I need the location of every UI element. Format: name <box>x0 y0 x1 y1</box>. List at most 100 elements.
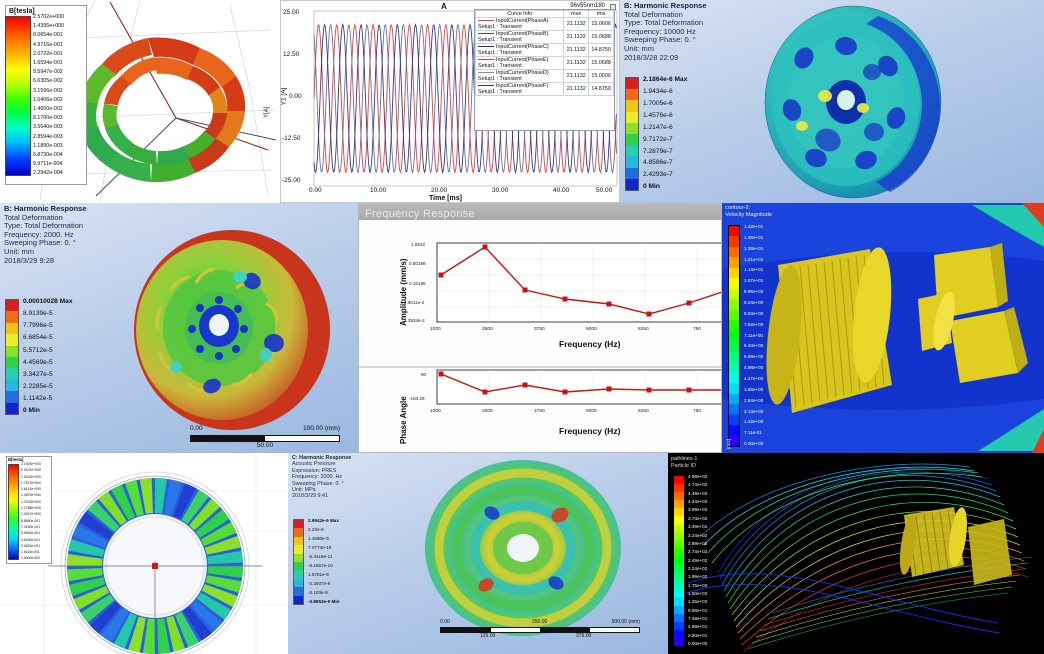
curve-max: 21.1132 <box>563 17 590 31</box>
acoustic-header: C: Harmonic Response Acoustic Pressure E… <box>288 453 668 500</box>
stator-value-1: 2.0474e+000 <box>21 468 41 473</box>
y-tick-1: 12.50 <box>283 51 300 58</box>
magnetic-value-13: 2.8594e-003 <box>33 133 63 140</box>
svg-text:1.3934e-2: 1.3934e-2 <box>404 318 425 323</box>
color-band-8 <box>294 587 303 596</box>
curve-name: InputCurrent(PhaseF) <box>496 83 549 89</box>
harmonic-10000-value-0: 2.1864e-6 Max <box>643 76 688 83</box>
stator-tooth <box>195 509 230 538</box>
pathlines-value-11: 2.24e+02 <box>688 565 708 571</box>
acoustic-line-4: Unit: MPa <box>292 487 316 494</box>
velocity-value-17: 2.13e+00 <box>744 408 764 414</box>
curve-name: InputCurrent(PhaseA) <box>496 18 549 24</box>
color-band-12 <box>674 573 684 582</box>
harmonic-10000-line-5: 2018/3/28 22:09 <box>624 52 679 62</box>
velocity-value-7: 9.24e+00 <box>744 300 764 306</box>
x-tick-1: 10.00 <box>370 187 387 194</box>
frequency-response-title: Frequency Response <box>365 208 475 220</box>
curve-setup: Setup1 : Transient <box>478 76 522 82</box>
pathlines-value-20: 0.00e+00 <box>688 641 708 647</box>
curve-max: 21.1132 <box>563 69 590 83</box>
curve-name: InputCurrent(PhaseB) <box>496 31 549 37</box>
acoustic-value-5: -8.1657e-10 <box>308 563 333 569</box>
color-band-10 <box>729 330 739 342</box>
scale-mid: 50.00 <box>256 442 274 449</box>
acoustic-value-8: -3.103e-9 <box>308 590 328 596</box>
magnetic-value-15: 6.8730e-004 <box>33 152 63 159</box>
harmonic-2000-colorbar <box>5 299 19 415</box>
panel-harmonic-response-2000hz: B: Harmonic Response Total Deformation T… <box>0 203 358 453</box>
color-band-16 <box>674 605 684 614</box>
pathlines-value-6: 3.49e+02 <box>688 524 708 530</box>
color-band-4 <box>294 553 303 563</box>
panel-pathlines-particle-id: pathlines-1 Particle ID 4.99e+02 4.74e+02… <box>668 453 1044 654</box>
magnetic-colorbar <box>5 16 31 176</box>
y-tick-3: -12.50 <box>282 135 301 142</box>
stator-colorbar <box>8 464 19 560</box>
acoustic-colorbar <box>293 519 304 605</box>
harmonic-10000-value-3: 1.4576e-6 <box>643 111 673 119</box>
color-band-5 <box>6 357 18 369</box>
pathlines-value-4: 3.99e+02 <box>688 507 708 513</box>
magnetic-value-3: 4.9716e-001 <box>33 41 63 48</box>
pathlines-value-16: 9.98e+01 <box>688 607 708 613</box>
curve-row: InputCurrent(PhaseD) Setup1 : Transient 21… <box>474 69 614 83</box>
curve-rms: 15.0688 <box>588 30 614 44</box>
acoustic-line-1: Expression: PRES <box>292 467 337 474</box>
stator-tooth <box>139 478 153 514</box>
harmonic-2000-value-3: 6.6854e-5 <box>23 334 53 342</box>
velocity-value-18: 1.42e+00 <box>744 419 764 425</box>
color-band-8 <box>674 540 684 549</box>
harmonic-2000-value-9: 0 Min <box>23 407 40 415</box>
stator-legend-values: 2.1925e+000 2.0474e+000 1.9023e+000 1.7572e… <box>21 462 41 561</box>
harmonic-10000-colorbar <box>625 77 639 191</box>
color-band-4 <box>729 267 739 279</box>
stator-tooth <box>204 535 242 555</box>
harmonic-2000-line-4: Unit: mm <box>4 246 34 256</box>
velocity-value-3: 1.21e+01 <box>744 256 764 262</box>
stator-tooth <box>78 512 114 540</box>
svg-text:90: 90 <box>421 372 427 377</box>
svg-text:0.50198: 0.50198 <box>409 261 426 266</box>
pathlines-value-14: 1.50e+02 <box>688 591 708 597</box>
velocity-value-12: 5.69e+00 <box>744 354 764 360</box>
svg-text:Y[A]: Y[A] <box>264 106 270 118</box>
stator-tooth <box>200 522 237 546</box>
color-band-15 <box>674 597 684 606</box>
plot-document-name: 96v55nm180 <box>570 3 605 9</box>
x-tick-5: 50.00 <box>596 187 613 194</box>
stator-value-8: 1.0317e+000 <box>21 512 41 517</box>
svg-text:6250: 6250 <box>638 326 649 332</box>
stator-value-3: 1.7572e+000 <box>21 480 41 485</box>
acoustic-scale-q3: 375.00 <box>576 633 592 639</box>
harmonic-10000-line-2: Frequency: 10000 Hz <box>624 26 696 36</box>
panel-transient-current-plot: A 96v55nm180 25.00 12.50 0.00 -12.50 -25… <box>280 0 620 203</box>
stator-tooth <box>164 479 182 516</box>
curve-rms: 15.0688 <box>588 56 614 70</box>
svg-text:3750: 3750 <box>534 408 545 414</box>
rotor-deformation-2000-graphic <box>134 230 330 430</box>
curve-name-cell: InputCurrent(PhaseB) Setup1 : Transient <box>474 30 565 44</box>
color-band-7 <box>626 156 638 168</box>
acoustic-line-2: Frequency: 2000. Hz <box>292 474 343 481</box>
color-band-6 <box>294 570 303 579</box>
stator-tooth <box>68 539 105 557</box>
velocity-value-16: 2.84e+00 <box>744 397 764 403</box>
stator-tooth <box>207 566 243 578</box>
pathlines-value-0: 4.99e+02 <box>688 474 708 479</box>
color-band-9 <box>729 320 739 331</box>
color-band-7 <box>729 299 739 310</box>
magnetic-value-4: 2.0722e-001 <box>33 50 63 57</box>
color-band-18 <box>674 621 684 630</box>
curve-info-table: Curve Info max rms InputCurrent(PhaseA) S… <box>474 9 615 131</box>
stator-tooth <box>89 601 121 634</box>
pathlines-value-8: 2.99e+02 <box>688 540 708 546</box>
velocity-value-14: 4.27e+00 <box>744 376 764 382</box>
curve-row: InputCurrent(PhaseE) Setup1 : Transient 21… <box>474 56 614 70</box>
stator-tooth <box>189 498 221 531</box>
acoustic-scale-mid: 250.00 <box>532 619 548 625</box>
stator-tooth <box>68 577 106 597</box>
scale-right: 100.00 (mm) <box>303 425 340 432</box>
color-band-13 <box>674 581 684 590</box>
